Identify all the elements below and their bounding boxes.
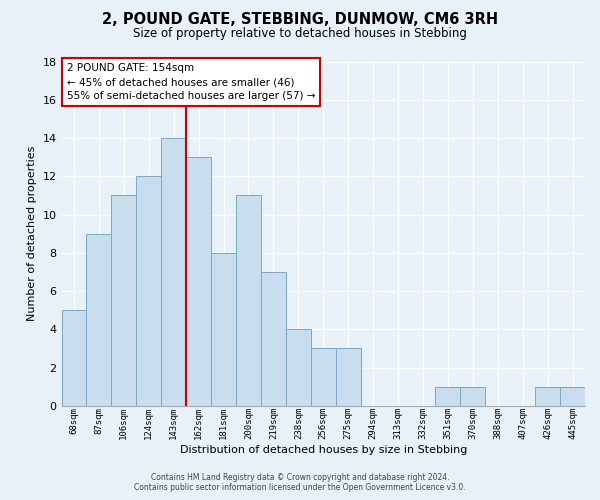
Bar [460, 386, 485, 406]
Bar [62, 310, 86, 406]
Bar [161, 138, 186, 406]
Bar [436, 386, 460, 406]
Text: Contains HM Land Registry data © Crown copyright and database right 2024.
Contai: Contains HM Land Registry data © Crown c… [134, 473, 466, 492]
Text: Size of property relative to detached houses in Stebbing: Size of property relative to detached ho… [133, 28, 467, 40]
Bar [286, 330, 311, 406]
Text: 2 POUND GATE: 154sqm
← 45% of detached houses are smaller (46)
55% of semi-detac: 2 POUND GATE: 154sqm ← 45% of detached h… [67, 63, 315, 101]
Bar [261, 272, 286, 406]
Bar [560, 386, 585, 406]
Bar [311, 348, 336, 406]
Bar [136, 176, 161, 406]
Bar [211, 253, 236, 406]
Bar [86, 234, 112, 406]
Bar [336, 348, 361, 406]
Bar [112, 196, 136, 406]
X-axis label: Distribution of detached houses by size in Stebbing: Distribution of detached houses by size … [179, 445, 467, 455]
Y-axis label: Number of detached properties: Number of detached properties [27, 146, 37, 322]
Text: 2, POUND GATE, STEBBING, DUNMOW, CM6 3RH: 2, POUND GATE, STEBBING, DUNMOW, CM6 3RH [102, 12, 498, 28]
Bar [236, 196, 261, 406]
Bar [186, 157, 211, 406]
Bar [535, 386, 560, 406]
